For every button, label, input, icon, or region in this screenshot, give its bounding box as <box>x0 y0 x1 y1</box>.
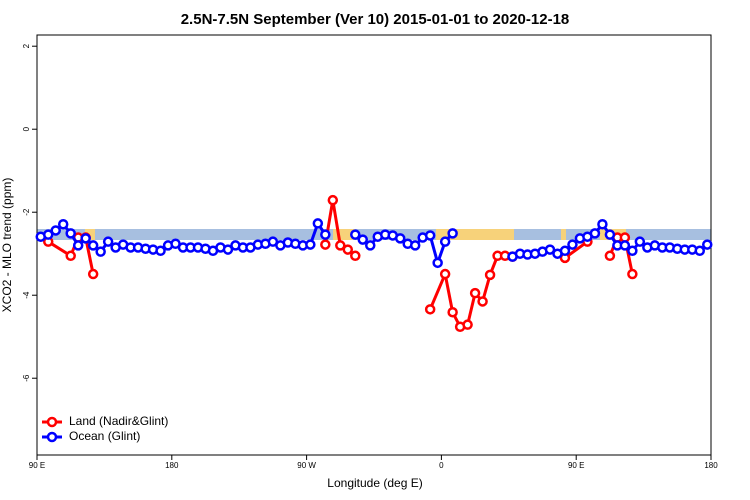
data-point <box>634 236 646 247</box>
data-point <box>627 268 638 280</box>
x-tick-label: 90 E <box>29 461 45 470</box>
data-point <box>604 229 616 240</box>
x-tick-label: 0 <box>439 461 444 470</box>
data-point <box>65 250 76 262</box>
data-point <box>87 268 99 280</box>
data-point <box>424 304 436 315</box>
land-band <box>333 229 355 240</box>
land-band <box>561 229 566 240</box>
data-point <box>50 225 61 236</box>
data-point <box>439 268 451 280</box>
data-point <box>312 218 324 229</box>
y-tick-label: 0 <box>22 126 31 131</box>
data-point <box>305 239 316 250</box>
data-point <box>222 244 234 255</box>
y-axis-label: XCO2 - MLO trend (ppm) <box>0 178 14 313</box>
data-point <box>102 236 114 247</box>
data-point <box>320 239 331 250</box>
x-tick-label: 90 E <box>568 461 584 470</box>
data-point <box>95 246 106 257</box>
data-point <box>619 240 631 251</box>
legend-label: Land (Nadir&Glint) <box>69 414 168 428</box>
data-point <box>409 240 421 251</box>
data-point <box>432 257 443 269</box>
data-point <box>80 233 91 244</box>
data-point <box>627 245 638 257</box>
data-point <box>327 194 339 206</box>
legend-label: Ocean (Glint) <box>69 429 140 443</box>
data-point <box>350 229 361 240</box>
data-point <box>447 228 458 239</box>
data-point <box>477 296 488 307</box>
data-point <box>544 244 556 255</box>
series-line <box>47 199 634 329</box>
data-point <box>365 240 376 251</box>
y-tick-label: -4 <box>22 291 31 299</box>
data-point <box>320 229 331 240</box>
data-point <box>462 319 473 330</box>
data-point <box>87 240 99 251</box>
x-axis-label: Longitude (deg E) <box>327 476 422 490</box>
land-band <box>436 229 514 240</box>
data-point <box>72 240 84 251</box>
data-point <box>447 306 458 318</box>
data-point <box>567 239 578 250</box>
y-tick-label: -6 <box>22 374 31 382</box>
chart-title: 2.5N-7.5N September (Ver 10) 2015-01-01 … <box>181 11 570 28</box>
data-point <box>702 239 713 250</box>
data-point <box>484 269 496 281</box>
x-tick-label: 180 <box>165 461 179 470</box>
y-tick-label: 2 <box>22 43 31 48</box>
x-tick-label: 180 <box>704 461 718 470</box>
data-point <box>694 245 706 257</box>
data-point <box>589 228 601 239</box>
data-point <box>394 233 406 244</box>
data-point <box>335 240 346 251</box>
data-point <box>342 244 354 255</box>
data-point <box>604 250 616 262</box>
y-tick-label: -2 <box>22 208 31 216</box>
data-point <box>155 245 166 257</box>
data-point <box>439 236 451 247</box>
data-point <box>597 218 608 230</box>
data-point <box>42 229 54 240</box>
data-point <box>57 218 69 230</box>
data-point <box>65 228 76 239</box>
x-tick-label: 90 W <box>297 461 316 470</box>
data-point <box>469 287 481 299</box>
data-point <box>357 234 369 245</box>
data-point <box>559 245 571 257</box>
land-band <box>85 229 95 240</box>
legend-marker <box>46 416 58 428</box>
legend-marker <box>46 431 58 443</box>
data-point <box>350 250 361 262</box>
data-point <box>424 230 436 241</box>
